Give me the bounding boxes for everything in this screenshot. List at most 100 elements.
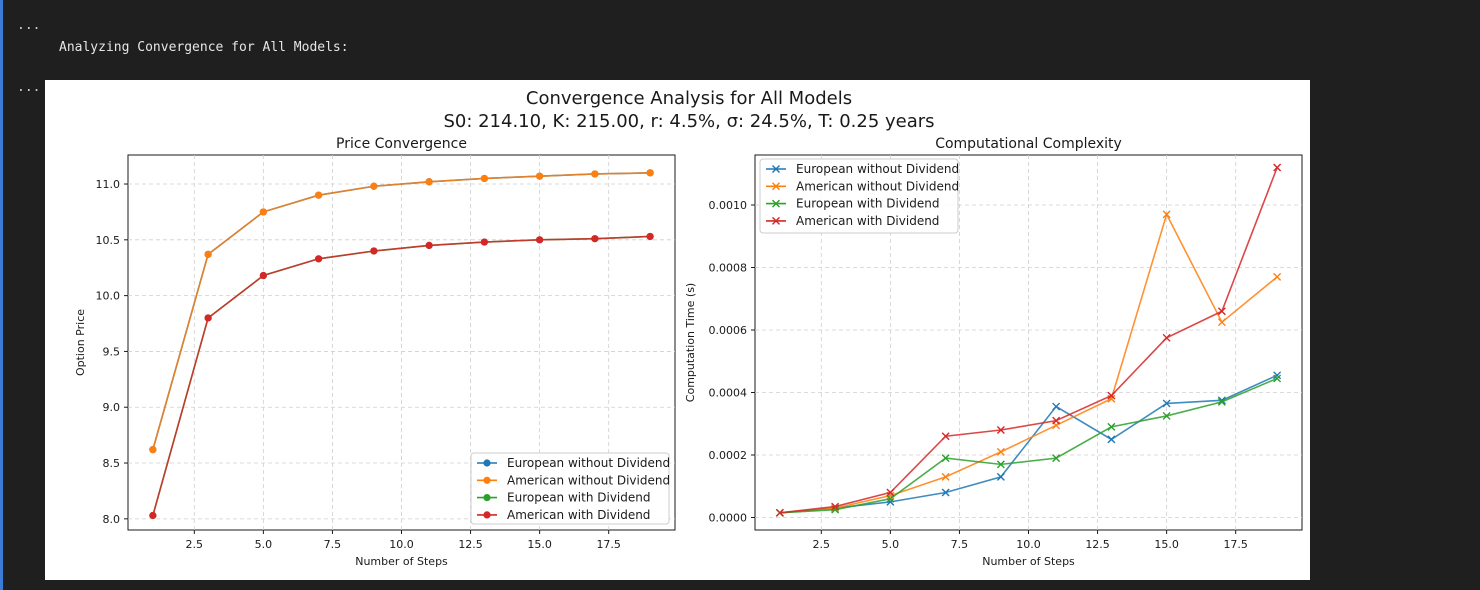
data-point-american-with-dividend — [425, 241, 433, 250]
legend-marker — [483, 511, 491, 519]
data-point-american-with-dividend — [591, 235, 599, 243]
series-line-american-without-dividend — [152, 172, 651, 450]
computational-complexity-subplot: 2.5 5.0 7.5 10.0 12.5 15.0 17.5 0.0000 0.0002 0.0… — [684, 136, 1303, 568]
y-tick-label: 0.0000 — [709, 512, 748, 525]
y-tick-label: 8.5 — [103, 457, 121, 470]
legend-marker — [483, 494, 491, 502]
data-point-european-with-dividend — [886, 494, 895, 503]
legend-marker — [772, 216, 780, 225]
legend: European without Dividend American withou… — [759, 158, 959, 234]
x-axis-label: Number of Steps — [982, 555, 1075, 568]
data-point-european-without-dividend — [996, 472, 1005, 481]
series-line-american-with-dividend — [152, 235, 651, 516]
data-point-american-without-dividend — [204, 250, 212, 258]
legend-box — [470, 452, 670, 525]
data-point-american-without-dividend — [1217, 318, 1226, 327]
price-convergence-subplot: 2.5 5.0 7.5 10.0 12.5 15.0 17.5 8.0 8.5 9.0 9.5 10.… — [74, 136, 676, 568]
data-point-european-with-dividend — [1107, 422, 1116, 431]
data-point-american-without-dividend — [370, 182, 378, 190]
data-point-american-without-dividend — [315, 191, 323, 199]
y-tick-label: 10.0 — [96, 290, 121, 303]
figure-params-line: S0: 214.10, K: 215.00, r: 4.5%, σ: 24.5%… — [443, 111, 934, 132]
x-tick-label: 10.0 — [389, 538, 414, 551]
legend-label: European without Dividend — [796, 162, 959, 176]
data-point-european-without-dividend — [1107, 435, 1116, 444]
x-tick-label: 7.5 — [951, 538, 969, 551]
x-tick-label: 12.5 — [458, 538, 483, 551]
data-point-american-without-dividend — [1162, 210, 1171, 219]
y-tick-label: 9.0 — [103, 401, 121, 414]
data-point-american-with-dividend — [775, 508, 784, 517]
x-tick-label: 2.5 — [813, 538, 831, 551]
data-point-american-with-dividend — [536, 236, 544, 244]
x-tick-label: 5.0 — [255, 538, 273, 551]
y-axis-label: Computation Time (s) — [684, 283, 697, 402]
y-tick-label: 11.0 — [96, 178, 121, 191]
data-point-american-without-dividend — [425, 178, 433, 186]
legend-label: American with Dividend — [507, 508, 650, 522]
data-point-european-without-dividend — [1052, 402, 1061, 411]
y-tick-label: 10.5 — [96, 234, 121, 247]
legend-label: European with Dividend — [507, 491, 650, 505]
y-tick-label: 0.0008 — [709, 262, 748, 275]
data-point-american-with-dividend — [941, 432, 950, 441]
x-tick-label: 17.5 — [596, 538, 621, 551]
data-point-european-without-dividend — [941, 488, 950, 497]
cell-focus-bar — [0, 0, 3, 590]
data-point-american-with-dividend — [1217, 307, 1226, 316]
data-point-american-with-dividend — [1273, 163, 1282, 172]
legend-label: American with Dividend — [796, 214, 939, 228]
x-tick-label: 17.5 — [1223, 538, 1248, 551]
data-point-american-with-dividend — [886, 488, 895, 497]
data-point-american-with-dividend — [831, 502, 840, 511]
data-point-american-with-dividend — [996, 426, 1005, 434]
data-point-american-without-dividend — [1273, 272, 1282, 281]
data-point-american-with-dividend — [1052, 416, 1061, 425]
data-point-american-with-dividend — [480, 238, 488, 246]
series-line-american-without-dividend — [779, 212, 1278, 514]
data-point-european-with-dividend — [996, 460, 1005, 469]
data-point-american-with-dividend — [259, 271, 267, 280]
data-point-american-with-dividend — [370, 247, 378, 255]
data-point-european-with-dividend — [1162, 411, 1171, 420]
y-tick-label: 0.0004 — [709, 387, 748, 400]
series-line-american-with-dividend — [779, 167, 1278, 514]
data-point-american-with-dividend — [646, 232, 654, 241]
data-point-american-with-dividend — [149, 511, 157, 520]
x-tick-label: 7.5 — [324, 538, 342, 551]
subplot-title: Computational Complexity — [935, 136, 1122, 152]
legend-label: American without Dividend — [507, 473, 670, 487]
y-tick-label: 0.0010 — [709, 199, 748, 212]
data-point-european-without-dividend — [1162, 399, 1171, 408]
x-tick-label: 5.0 — [882, 538, 900, 551]
series-line-european-with-dividend — [779, 377, 1278, 514]
y-tick-label: 0.0006 — [709, 324, 748, 337]
data-point-american-without-dividend — [480, 174, 488, 183]
legend-label: American without Dividend — [796, 179, 959, 193]
data-point-american-with-dividend — [204, 314, 212, 322]
x-tick-label: 15.0 — [1154, 538, 1179, 551]
output-collapse-ellipsis-2[interactable]: ... — [17, 80, 41, 95]
x-tick-label: 2.5 — [186, 538, 204, 551]
data-point-american-without-dividend — [536, 172, 544, 180]
legend-marker — [483, 476, 491, 484]
subplot-title: Price Convergence — [336, 136, 467, 152]
y-tick-label: 8.0 — [103, 513, 121, 526]
legend-marker — [772, 182, 780, 191]
x-axis-label: Number of Steps — [355, 555, 448, 568]
data-point-european-with-dividend — [1273, 374, 1282, 383]
legend-marker — [483, 459, 491, 467]
x-tick-label: 12.5 — [1085, 538, 1110, 551]
data-point-american-without-dividend — [941, 472, 950, 481]
data-point-european-with-dividend — [1217, 397, 1226, 406]
legend-marker — [772, 199, 780, 208]
data-point-american-with-dividend — [1162, 333, 1171, 342]
legend-label: European with Dividend — [796, 197, 939, 211]
figure-suptitle: Convergence Analysis for All Models — [526, 88, 852, 109]
y-tick-label: 0.0002 — [709, 449, 748, 462]
x-tick-label: 10.0 — [1016, 538, 1041, 551]
output-collapse-ellipsis[interactable]: ... — [17, 18, 41, 33]
legend: European without Dividend American withou… — [470, 452, 670, 525]
data-point-american-with-dividend — [315, 255, 323, 263]
data-point-european-without-dividend — [1273, 371, 1282, 380]
